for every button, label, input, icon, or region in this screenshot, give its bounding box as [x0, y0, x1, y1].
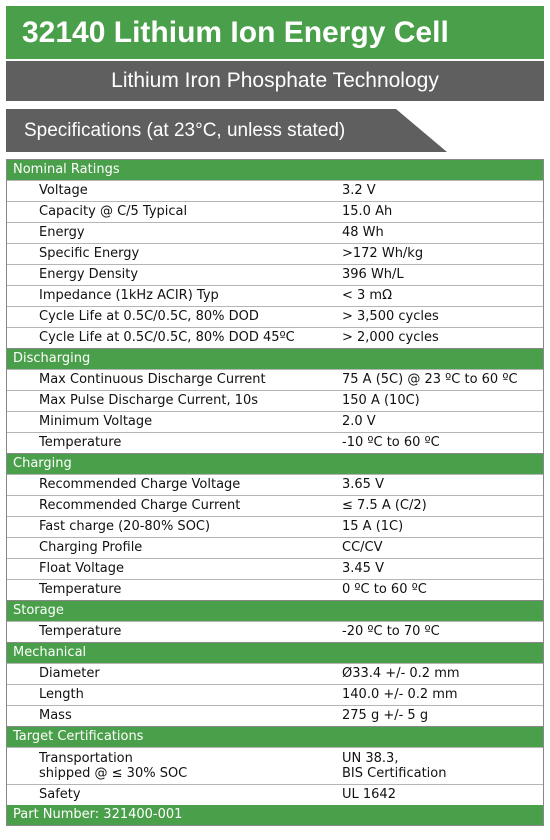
spec-row: Temperature 0 ºC to 60 ºC: [7, 579, 543, 600]
spec-label: Temperature: [39, 624, 122, 639]
part-number: Part Number: 321400-001: [7, 805, 543, 825]
spec-row: Charging Profile CC/CV: [7, 537, 543, 558]
spec-label: Capacity @ C/5 Typical: [39, 204, 188, 219]
spec-row: Mass 275 g +/- 5 g: [7, 705, 543, 726]
spec-label: Max Continuous Discharge Current: [39, 372, 266, 387]
spec-row: Minimum Voltage 2.0 V: [7, 411, 543, 432]
spec-value: Ø33.4 +/- 0.2 mm: [342, 666, 460, 681]
spec-label: Max Pulse Discharge Current, 10s: [39, 393, 259, 408]
spec-value: 3.2 V: [342, 183, 376, 198]
spec-label: Mass: [39, 708, 72, 723]
spec-row: Diameter Ø33.4 +/- 0.2 mm: [7, 663, 543, 684]
spec-value: ≤ 7.5 A (C/2): [342, 498, 427, 513]
spec-value: 396 Wh/L: [342, 267, 404, 282]
section-heading: Target Certifications: [7, 726, 543, 747]
spec-value: 75 A (5C) @ 23 ºC to 60 ºC: [342, 372, 518, 387]
section-charging: Charging Recommended Charge Voltage 3.65 V…: [7, 453, 543, 600]
spec-value: -20 ºC to 70 ºC: [342, 624, 440, 639]
spec-value: CC/CV: [342, 540, 383, 555]
spec-value: 2.0 V: [342, 414, 376, 429]
spec-row: Temperature -20 ºC to 70 ºC: [7, 621, 543, 642]
spec-label: Float Voltage: [39, 561, 125, 576]
spec-row: Cycle Life at 0.5C/0.5C, 80% DOD > 3,500 …: [7, 306, 543, 327]
spec-label: Charging Profile: [39, 540, 143, 555]
spec-row: Energy 48 Wh: [7, 222, 543, 243]
section-heading: Storage: [7, 600, 543, 621]
spec-value: 3.45 V: [342, 561, 384, 576]
spec-value: > 3,500 cycles: [342, 309, 439, 324]
section-mechanical: Mechanical Diameter Ø33.4 +/- 0.2 mm Length…: [7, 642, 543, 726]
spec-value: UN 38.3, BIS Certification: [342, 751, 447, 781]
spec-row: Fast charge (20-80% SOC) 15 A (1C): [7, 516, 543, 537]
page-title: 32140 Lithium Ion Energy Cell: [6, 6, 544, 59]
spec-row: Max Pulse Discharge Current, 10s 150 A (1…: [7, 390, 543, 411]
spec-row: Voltage 3.2 V: [7, 180, 543, 201]
spec-row: Specific Energy >172 Wh/kg: [7, 243, 543, 264]
spec-value: 3.65 V: [342, 477, 384, 492]
spec-row: Transportation shipped @ ≤ 30% SOC UN 38.3…: [7, 747, 543, 784]
spec-label: Energy: [39, 225, 85, 240]
page-subtitle: Lithium Iron Phosphate Technology: [6, 61, 544, 101]
spec-label: Safety: [39, 787, 81, 802]
spec-value: 275 g +/- 5 g: [342, 708, 429, 723]
spec-row: Float Voltage 3.45 V: [7, 558, 543, 579]
spec-value: 15 A (1C): [342, 519, 404, 534]
spec-row: Impedance (1kHz ACIR) Typ < 3 mΩ: [7, 285, 543, 306]
spec-row: Recommended Charge Voltage 3.65 V: [7, 474, 543, 495]
spec-row: Safety UL 1642: [7, 784, 543, 805]
spec-label: Fast charge (20-80% SOC): [39, 519, 211, 534]
section-target-certifications: Target Certifications Transportation shipp…: [7, 726, 543, 805]
spec-label: Energy Density: [39, 267, 139, 282]
spec-label: Length: [39, 687, 84, 702]
section-heading: Nominal Ratings: [7, 160, 543, 180]
spec-value: > 2,000 cycles: [342, 330, 439, 345]
spec-label: Cycle Life at 0.5C/0.5C, 80% DOD 45ºC: [39, 330, 295, 345]
spec-row: Energy Density 396 Wh/L: [7, 264, 543, 285]
spec-label: Voltage: [39, 183, 88, 198]
spec-value: 140.0 +/- 0.2 mm: [342, 687, 458, 702]
spec-row: Capacity @ C/5 Typical 15.0 Ah: [7, 201, 543, 222]
spec-row: Max Continuous Discharge Current 75 A (5C…: [7, 369, 543, 390]
spec-value: 15.0 Ah: [342, 204, 393, 219]
section-heading: Mechanical: [7, 642, 543, 663]
spec-label: Recommended Charge Current: [39, 498, 241, 513]
spec-row: Cycle Life at 0.5C/0.5C, 80% DOD 45ºC > 2…: [7, 327, 543, 348]
section-discharging: Discharging Max Continuous Discharge Curr…: [7, 348, 543, 453]
spec-row: Temperature -10 ºC to 60 ºC: [7, 432, 543, 453]
section-heading: Charging: [7, 453, 543, 474]
spec-label: Recommended Charge Voltage: [39, 477, 241, 492]
section-heading: Discharging: [7, 348, 543, 369]
spec-label: Minimum Voltage: [39, 414, 153, 429]
spec-value: < 3 mΩ: [342, 288, 393, 303]
spec-label: Transportation shipped @ ≤ 30% SOC: [39, 751, 188, 781]
spec-label: Impedance (1kHz ACIR) Typ: [39, 288, 219, 303]
section-nominal-ratings: Nominal Ratings Voltage 3.2 V Capacity @ C/…: [7, 160, 543, 348]
section-storage: Storage Temperature -20 ºC to 70 ºC: [7, 600, 543, 642]
spec-value: 150 A (10C): [342, 393, 420, 408]
spec-row: Length 140.0 +/- 0.2 mm: [7, 684, 543, 705]
spec-label: Temperature: [39, 582, 122, 597]
specifications-heading: Specifications (at 23°C, unless stated): [6, 109, 447, 152]
spec-value: UL 1642: [342, 787, 396, 802]
spec-value: >172 Wh/kg: [342, 246, 424, 261]
spec-value: 48 Wh: [342, 225, 384, 240]
spec-label: Cycle Life at 0.5C/0.5C, 80% DOD: [39, 309, 259, 324]
spec-label: Temperature: [39, 435, 122, 450]
spec-label: Specific Energy: [39, 246, 140, 261]
spec-value: 0 ºC to 60 ºC: [342, 582, 427, 597]
spec-value: -10 ºC to 60 ºC: [342, 435, 440, 450]
specifications-table: Nominal Ratings Voltage 3.2 V Capacity @ C/…: [6, 159, 544, 826]
spec-label: Diameter: [39, 666, 100, 681]
spec-row: Recommended Charge Current ≤ 7.5 A (C/2): [7, 495, 543, 516]
